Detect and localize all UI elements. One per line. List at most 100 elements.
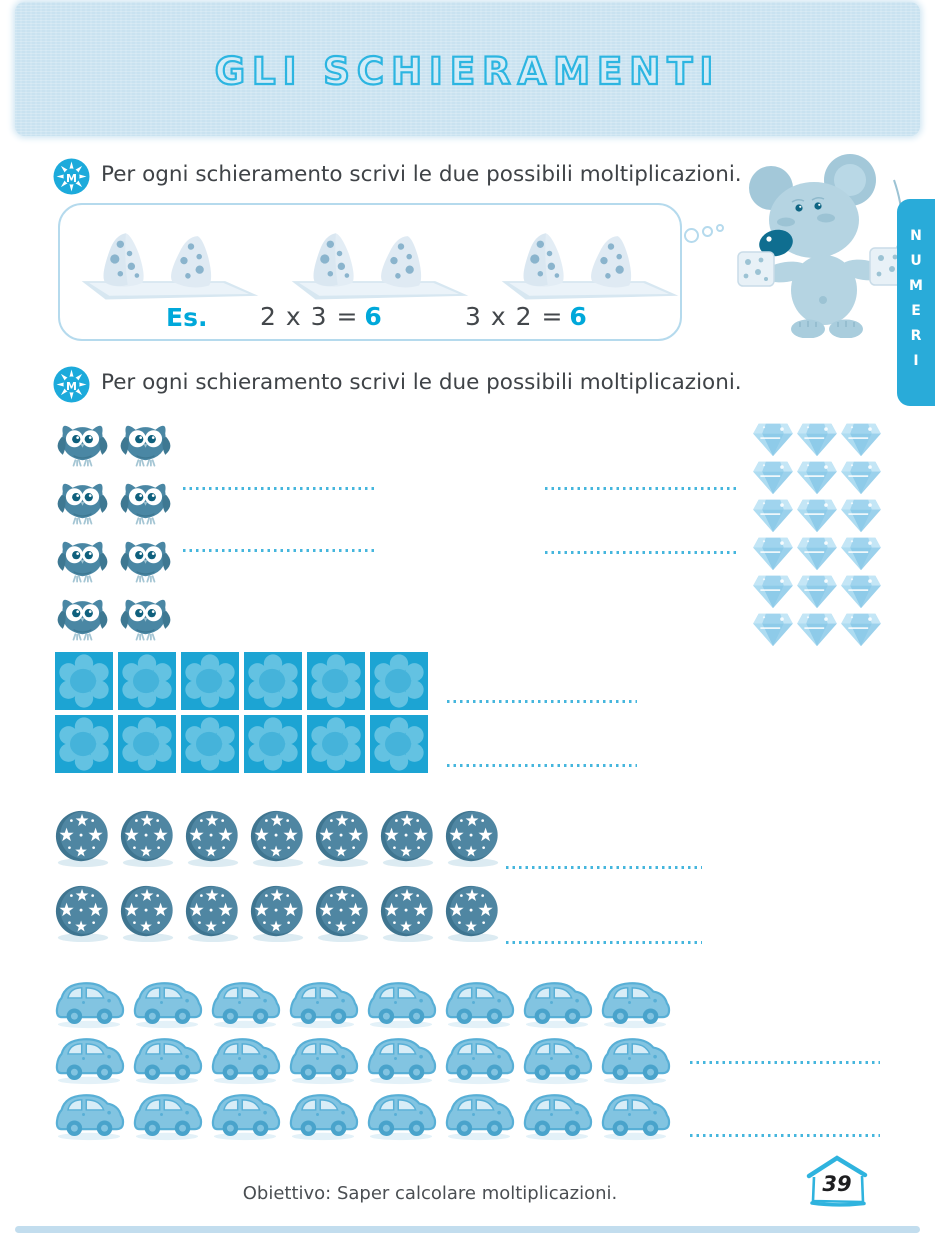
- diamond-icon: [796, 459, 838, 495]
- car-icon: [598, 976, 672, 1029]
- diamond-icon: [840, 573, 882, 609]
- owl-icon: [55, 419, 110, 471]
- answer-line[interactable]: [183, 549, 378, 552]
- cookie-icon: [117, 808, 179, 868]
- array-row: [55, 535, 173, 587]
- tray-icon: [282, 213, 478, 305]
- example-label: Es.: [166, 303, 208, 332]
- cookie-icon: [312, 883, 374, 943]
- diamond-icon: [752, 421, 794, 457]
- side-tab-numeri: NUMERI: [897, 199, 935, 406]
- car-icon: [286, 1088, 360, 1141]
- car-icon: [208, 1032, 282, 1085]
- cookie-icon: [442, 883, 504, 943]
- cars-array: [52, 976, 672, 1141]
- flower-icon: [118, 715, 176, 773]
- mouse-illustration: [737, 154, 908, 338]
- array-row: [55, 652, 428, 710]
- example-equation-1: 2 x 3 = 6: [260, 302, 383, 331]
- owls-array: [55, 419, 173, 645]
- answer-line[interactable]: [506, 866, 702, 869]
- cookie-icon: [312, 808, 374, 868]
- page-title: GLI SCHIERAMENTI: [214, 49, 721, 94]
- array-row: [55, 477, 173, 529]
- car-icon: [208, 1088, 282, 1141]
- array-row: [55, 593, 173, 645]
- array-row: [52, 1088, 672, 1141]
- tray-icon: [492, 213, 688, 305]
- diamond-icon: [796, 497, 838, 533]
- side-tab-label: NUMERI: [908, 227, 924, 378]
- car-icon: [130, 1088, 204, 1141]
- flower-icon: [370, 715, 428, 773]
- answer-line[interactable]: [183, 487, 378, 490]
- diamond-icon: [840, 459, 882, 495]
- flower-icon: [181, 715, 239, 773]
- cookie-icon: [247, 883, 309, 943]
- header-band: GLI SCHIERAMENTI: [15, 2, 920, 136]
- diamond-icon: [796, 535, 838, 571]
- array-row: [752, 421, 882, 457]
- owl-icon: [118, 593, 173, 645]
- car-icon: [520, 1032, 594, 1085]
- car-icon: [598, 1032, 672, 1085]
- array-row: [55, 715, 428, 773]
- answer-line[interactable]: [690, 1134, 880, 1137]
- flower-icon: [244, 715, 302, 773]
- array-row: [55, 419, 173, 471]
- car-icon: [520, 1088, 594, 1141]
- flower-icon: [370, 652, 428, 710]
- car-icon: [364, 1088, 438, 1141]
- equation-expression: 3 x 2 =: [465, 302, 564, 331]
- example-equation-2: 3 x 2 = 6: [465, 302, 588, 331]
- answer-line[interactable]: [545, 551, 737, 554]
- array-row: [752, 535, 882, 571]
- diamond-icon: [796, 611, 838, 647]
- cookie-icon: [182, 883, 244, 943]
- array-row: [52, 808, 504, 868]
- cookie-icon: [52, 883, 114, 943]
- answer-line[interactable]: [447, 764, 637, 767]
- flower-icon: [307, 652, 365, 710]
- flower-icon: [118, 652, 176, 710]
- owl-icon: [118, 477, 173, 529]
- owl-icon: [55, 477, 110, 529]
- page-number: 39: [822, 1172, 852, 1196]
- flower-icon: [181, 652, 239, 710]
- answer-line[interactable]: [545, 487, 737, 490]
- m-badge-icon: M: [53, 366, 90, 403]
- array-row: [752, 497, 882, 533]
- car-icon: [130, 1032, 204, 1085]
- cookie-icon: [377, 883, 439, 943]
- footer-objective: Obiettivo: Saper calcolare moltiplicazio…: [242, 1183, 618, 1204]
- answer-line[interactable]: [506, 941, 702, 944]
- car-icon: [208, 976, 282, 1029]
- car-icon: [520, 976, 594, 1029]
- svg-text:M: M: [66, 380, 77, 393]
- cookie-icon: [247, 808, 309, 868]
- diamond-icon: [752, 611, 794, 647]
- car-icon: [52, 1032, 126, 1085]
- car-icon: [286, 976, 360, 1029]
- array-row: [752, 573, 882, 609]
- car-icon: [286, 1032, 360, 1085]
- diamonds-array: [752, 421, 882, 647]
- array-row: [52, 883, 504, 943]
- tray-icon: [72, 213, 268, 305]
- car-icon: [364, 1032, 438, 1085]
- answer-line[interactable]: [690, 1061, 880, 1064]
- owl-icon: [118, 535, 173, 587]
- array-row: [752, 611, 882, 647]
- flowers-array: [55, 652, 428, 773]
- diamond-icon: [796, 573, 838, 609]
- thought-bubble-dot: [716, 224, 724, 232]
- thought-bubble-dot: [702, 226, 713, 237]
- flower-icon: [244, 652, 302, 710]
- diamond-icon: [840, 421, 882, 457]
- flower-icon: [55, 715, 113, 773]
- car-icon: [364, 976, 438, 1029]
- m-badge-icon: [53, 158, 90, 195]
- answer-line[interactable]: [447, 700, 637, 703]
- cookie-icon: [377, 808, 439, 868]
